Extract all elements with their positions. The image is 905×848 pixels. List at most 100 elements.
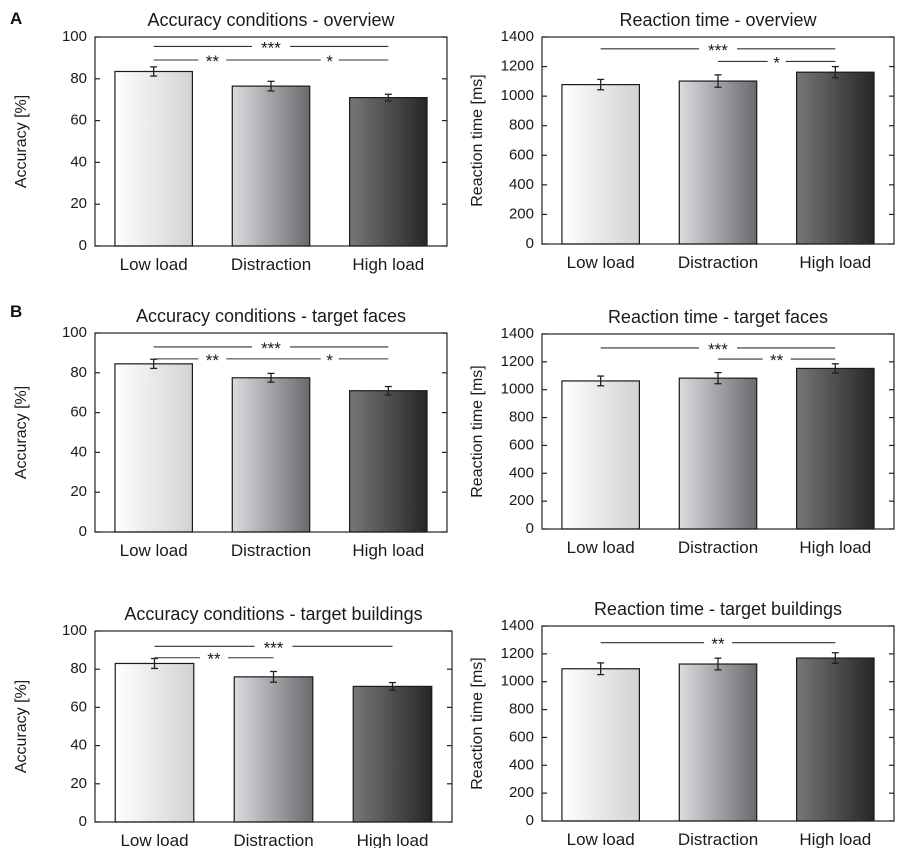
significance-1-3: ***	[153, 38, 389, 57]
bar-1	[114, 70, 193, 247]
bar-1	[114, 363, 193, 533]
bar-2	[678, 663, 758, 822]
significance-1-2: **	[153, 52, 271, 71]
significance-2-3: *	[271, 52, 389, 71]
error-bar-1	[597, 78, 605, 91]
y-tick-label: 100	[62, 622, 87, 639]
significance-stars: **	[207, 650, 221, 669]
chart-panel-3: Accuracy conditions - target faces Accura…	[13, 306, 448, 560]
y-tick-label: 60	[70, 112, 87, 129]
chart-title: Reaction time - target buildings	[594, 599, 842, 619]
error-bar-3	[831, 363, 839, 374]
x-tick-label: Distraction	[678, 253, 758, 272]
y-tick-label: 1200	[501, 353, 534, 370]
y-tick-label: 40	[70, 153, 87, 170]
chart-title: Accuracy conditions - target buildings	[124, 604, 422, 624]
y-tick-label: 600	[509, 728, 534, 745]
significance-1-3: ***	[153, 339, 389, 358]
y-tick-label: 1000	[501, 673, 534, 690]
error-bar-2	[270, 670, 277, 683]
significance-stars: **	[206, 351, 220, 370]
error-bar-1	[597, 662, 605, 676]
x-tick-label: Low load	[120, 831, 188, 848]
y-tick-label: 0	[79, 523, 87, 540]
significance-1-3: **	[600, 635, 836, 654]
y-tick-label: 80	[70, 70, 87, 87]
y-tick-label: 400	[509, 176, 534, 193]
x-tick-label: High load	[799, 538, 871, 557]
plot-frame	[541, 36, 895, 245]
y-tick-label: 20	[70, 195, 87, 212]
x-tick-label: High load	[357, 831, 429, 848]
y-axis-label: Reaction time [ms]	[469, 657, 486, 789]
y-tick-label: 20	[70, 483, 87, 500]
y-axis-label: Accuracy [%]	[13, 95, 30, 188]
chart-title: Accuracy conditions - overview	[147, 10, 395, 30]
y-axis-label: Reaction time [ms]	[469, 74, 486, 206]
error-bar-3	[831, 652, 839, 664]
significance-1-2: **	[154, 650, 274, 669]
y-tick-label: 800	[509, 701, 534, 718]
significance-stars: *	[326, 351, 333, 370]
bar-2	[231, 85, 311, 247]
y-tick-label: 1000	[501, 87, 534, 104]
significance-stars: ***	[264, 638, 284, 657]
x-tick-label: Distraction	[233, 831, 313, 848]
significance-1-2: **	[153, 351, 271, 370]
y-tick-label: 100	[62, 28, 87, 45]
x-tick-label: High load	[799, 830, 871, 848]
error-bar-2	[267, 80, 275, 92]
significance-stars: **	[770, 351, 784, 370]
error-bar-2	[267, 372, 275, 383]
y-tick-label: 1200	[501, 645, 534, 662]
y-axis-label: Accuracy [%]	[13, 386, 30, 479]
y-tick-label: 40	[70, 443, 87, 460]
x-tick-label: Distraction	[678, 538, 758, 557]
chart-panel-6: Reaction time - target buildings Reaction…	[469, 599, 895, 848]
y-tick-label: 0	[79, 813, 87, 830]
y-tick-label: 60	[70, 404, 87, 421]
significance-1-3: ***	[600, 41, 836, 60]
chart-panel-5: Accuracy conditions - target buildings Ac…	[13, 604, 453, 848]
plot-frame	[541, 333, 895, 530]
y-tick-label: 200	[509, 205, 534, 222]
bar-1	[114, 662, 195, 823]
y-tick-label: 1400	[501, 325, 534, 342]
error-bar-2	[714, 371, 722, 385]
plot-frame	[94, 630, 453, 823]
x-tick-label: High load	[799, 253, 871, 272]
chart-panel-4: Reaction time - target faces Reaction tim…	[469, 307, 895, 557]
y-tick-label: 0	[526, 235, 534, 252]
bar-1	[561, 668, 640, 822]
x-tick-label: Low load	[567, 253, 635, 272]
y-tick-label: 1000	[501, 381, 534, 398]
bar-3	[352, 685, 433, 823]
y-tick-label: 0	[79, 237, 87, 254]
bar-2	[231, 377, 311, 533]
bar-2	[678, 80, 758, 245]
x-tick-label: Distraction	[678, 830, 758, 848]
error-bar-1	[151, 657, 158, 670]
error-bar-3	[384, 385, 392, 396]
chart-title: Reaction time - target faces	[608, 307, 828, 327]
y-tick-label: 100	[62, 324, 87, 341]
y-tick-label: 600	[509, 436, 534, 453]
bar-3	[796, 367, 875, 530]
x-tick-label: Distraction	[231, 255, 311, 274]
error-bar-3	[831, 65, 839, 79]
x-tick-label: Low load	[120, 541, 188, 560]
error-bar-3	[384, 93, 392, 102]
error-bar-1	[150, 66, 158, 77]
chart-title: Accuracy conditions - target faces	[136, 306, 406, 326]
x-tick-label: Distraction	[231, 541, 311, 560]
y-tick-label: 0	[526, 520, 534, 537]
significance-stars: **	[206, 52, 220, 71]
y-tick-label: 600	[509, 146, 534, 163]
y-tick-label: 80	[70, 364, 87, 381]
error-bar-3	[389, 681, 396, 691]
y-tick-label: 1400	[501, 28, 534, 45]
error-bar-2	[714, 657, 722, 671]
error-bar-1	[597, 375, 605, 387]
y-tick-label: 800	[509, 117, 534, 134]
